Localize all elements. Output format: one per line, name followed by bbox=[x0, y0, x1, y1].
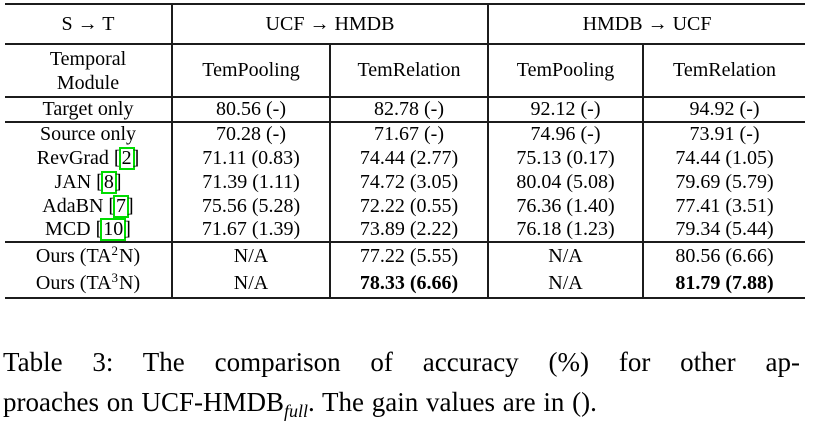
results-table: S → T UCF → HMDB HMDB → UCF Temporal Mod… bbox=[5, 3, 806, 299]
table-row: AdaBN [7] 75.56 (5.28) 72.22 (0.55) 76.36 (… bbox=[5, 194, 805, 218]
table-row: JAN [8] 71.39 (1.11) 74.72 (3.05) 80.04 (5.… bbox=[5, 170, 805, 194]
table-cell: 80.56 (-) bbox=[172, 97, 331, 123]
table-cell: 73.89 (2.22) bbox=[330, 218, 490, 243]
table-cell: N/A bbox=[488, 242, 645, 270]
table-cell: 80.56 (6.66) bbox=[675, 245, 774, 267]
table-cell: 75.56 (5.28) bbox=[172, 194, 331, 218]
header-ucf-to-hmdb: UCF → HMDB bbox=[172, 3, 490, 45]
row-label: Ours (TA3N) bbox=[5, 270, 173, 299]
caption-line2-post: . The gain values are in (). bbox=[308, 387, 597, 417]
header-tempooling-2: TemPooling bbox=[488, 44, 645, 98]
header-temrelation-2: TemRelation bbox=[643, 44, 806, 98]
header-source-target: S → T bbox=[5, 3, 173, 45]
citation-link[interactable]: 7 bbox=[113, 194, 130, 218]
table-cell: 81.79 (7.88) bbox=[643, 270, 806, 299]
table-cell: 92.12 (-) bbox=[488, 97, 645, 123]
row-label: AdaBN [7] bbox=[5, 194, 173, 218]
caption-line2-pre: proaches on UCF-HMDB bbox=[3, 387, 284, 417]
table-cell: 78.33 (6.66) bbox=[330, 270, 490, 299]
table-cell: 94.92 (-) bbox=[643, 97, 806, 123]
header-temporal-line1: Temporal bbox=[49, 47, 127, 70]
caption-subscript-full: full bbox=[283, 401, 308, 421]
table-row: MCD [10] 71.67 (1.39) 73.89 (2.22) 76.18 (1… bbox=[5, 218, 806, 243]
table-cell: 75.13 (0.17) bbox=[488, 146, 645, 170]
row-label: RevGrad [2] bbox=[5, 146, 173, 170]
table-cell: 74.96 (-) bbox=[488, 122, 645, 146]
row-label: MCD [10] bbox=[5, 218, 173, 243]
table-cell: 71.67 (-) bbox=[330, 122, 490, 146]
citation-link[interactable]: 10 bbox=[100, 218, 127, 241]
table-row: Source only 70.28 (-) 71.67 (-) 74.96 (-) 73… bbox=[5, 122, 805, 146]
caption-line2: proaches on UCF-HMDBfull. The gain value… bbox=[3, 382, 800, 431]
header-temporal-line2: Module bbox=[56, 71, 120, 94]
superscript: 3 bbox=[111, 270, 119, 285]
table-header: S → T UCF → HMDB HMDB → UCF Temporal Mod… bbox=[5, 3, 806, 98]
table-cell: 74.44 (1.05) bbox=[675, 146, 774, 169]
table-row: Ours (TA2N) N/A 77.22 (5.55) N/A 80.56 (6.66… bbox=[5, 242, 805, 270]
table-row: RevGrad [2] 71.11 (0.83) 74.44 (2.77) 75.13… bbox=[5, 146, 805, 170]
header-temporal-module: Temporal Module bbox=[5, 44, 173, 98]
table-cell: 79.34 (5.44) bbox=[643, 218, 806, 243]
header-hmdb-to-ucf: HMDB → UCF bbox=[488, 3, 806, 45]
table-cell: 74.72 (3.05) bbox=[330, 170, 490, 194]
header-tempooling-1: TemPooling bbox=[172, 44, 331, 98]
table-cell: 73.91 (-) bbox=[689, 123, 760, 145]
table-cell: 80.04 (5.08) bbox=[488, 170, 645, 194]
table-cell: 71.67 (1.39) bbox=[172, 218, 331, 243]
superscript: 2 bbox=[111, 243, 119, 258]
row-label: Target only bbox=[5, 97, 173, 123]
table-cell: 82.78 (-) bbox=[330, 97, 490, 123]
table-cell: N/A bbox=[488, 270, 645, 299]
table-cell: 71.11 (0.83) bbox=[172, 146, 331, 170]
table-cell: 77.22 (5.55) bbox=[330, 242, 490, 270]
table-row: Target only 80.56 (-) 82.78 (-) 92.12 (-) 94… bbox=[5, 97, 806, 123]
header-temrelation-1: TemRelation bbox=[330, 44, 490, 98]
table-cell: 76.36 (1.40) bbox=[488, 194, 645, 218]
table-row: Ours (TA3N) N/A 78.33 (6.66) N/A 81.79 (7.88… bbox=[5, 270, 806, 299]
table-cell: 77.41 (3.51) bbox=[675, 194, 774, 217]
table-cell: 70.28 (-) bbox=[172, 122, 331, 146]
citation-link[interactable]: 8 bbox=[100, 170, 117, 194]
table-caption: Table 3: The comparison of accuracy (%) … bbox=[3, 342, 800, 431]
table-cell: N/A bbox=[172, 242, 331, 270]
table-cell: 74.44 (2.77) bbox=[330, 146, 490, 170]
results-tbody: Target only 80.56 (-) 82.78 (-) 92.12 (-) 94… bbox=[5, 97, 806, 299]
row-label: Ours (TA2N) bbox=[5, 242, 173, 270]
header-row-modules: Temporal Module TemPooling TemRelation T… bbox=[5, 44, 806, 98]
table-cell: N/A bbox=[172, 270, 331, 299]
row-label: Source only bbox=[5, 122, 173, 146]
table-cell: 79.69 (5.79) bbox=[675, 170, 774, 193]
table-cell: 72.22 (0.55) bbox=[330, 194, 490, 218]
citation-link[interactable]: 2 bbox=[118, 146, 135, 170]
table-cell: 76.18 (1.23) bbox=[488, 218, 645, 243]
row-label: JAN [8] bbox=[5, 170, 173, 194]
header-row-domains: S → T UCF → HMDB HMDB → UCF bbox=[5, 3, 806, 45]
table-cell: 71.39 (1.11) bbox=[172, 170, 331, 194]
caption-line1: Table 3: The comparison of accuracy (%) … bbox=[3, 347, 800, 377]
